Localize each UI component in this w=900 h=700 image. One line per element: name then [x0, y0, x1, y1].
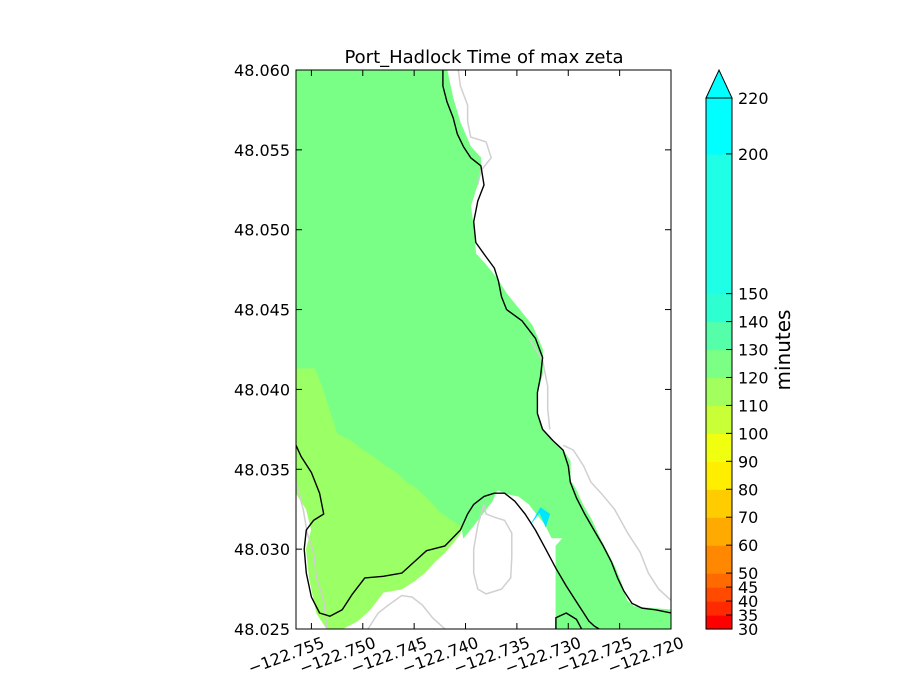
contour-line-1: [472, 504, 513, 595]
contour-line-0: [296, 481, 328, 629]
colorbar-tick-label-0: 30: [738, 620, 758, 639]
chart-title: Port_Hadlock Time of max zeta: [344, 47, 623, 68]
colorbar-label: minutes: [771, 310, 795, 391]
y-tick-label-0: 48.025: [234, 620, 290, 639]
colorbar-segment-11: [706, 349, 732, 379]
shoreline-2: [555, 612, 583, 629]
colorbar-segment-3: [706, 573, 732, 588]
y-tick-label-6: 48.055: [234, 141, 290, 160]
colorbar-tick-label-15: 200: [738, 145, 769, 164]
depth-contours: [296, 70, 671, 629]
y-tick-label-5: 48.050: [234, 221, 290, 240]
y-axis-ticks: 48.025 48.030 48.035 48.040 48.045 48.050 48.0…: [234, 61, 671, 639]
map-regions: [296, 70, 671, 629]
shoreline-0: [296, 445, 600, 629]
colorbar-segment-5: [706, 517, 732, 546]
y-tick-label-1: 48.030: [234, 540, 290, 559]
colorbar-segment-6: [706, 489, 732, 518]
colorbar-tick-label-10: 110: [738, 396, 769, 415]
colorbar-segment-4: [706, 545, 732, 574]
colorbar-frame: [705, 97, 733, 630]
y-tick-label-4: 48.045: [234, 301, 290, 320]
shoreline-1: [442, 70, 671, 614]
colorbar-segment-15: [706, 98, 732, 155]
colorbar-tick-label-4: 50: [738, 564, 758, 583]
region-2: [531, 507, 551, 528]
contour-line-4: [562, 444, 671, 601]
y-tick-label-7: 48.060: [234, 61, 290, 80]
contour-line-2: [367, 594, 446, 629]
colorbar-segment-9: [706, 405, 732, 434]
colorbar-tick-label-12: 130: [738, 341, 769, 360]
colorbar-segment-12: [706, 321, 732, 351]
colorbar-segment-8: [706, 433, 732, 462]
colorbar-tick-label-7: 80: [738, 480, 758, 499]
colorbar-segment-2: [706, 587, 732, 602]
y-tick-label-3: 48.040: [234, 380, 290, 399]
colorbar-segment-0: [706, 615, 732, 630]
contour-line-5: [528, 337, 551, 430]
colorbar-tick-label-1: 35: [738, 606, 758, 625]
colorbar-segment-14: [706, 153, 732, 295]
colorbar-tick-label-2: 40: [738, 592, 758, 611]
colorbar-tick-label-8: 90: [738, 452, 758, 471]
colorbar-segment-1: [706, 601, 732, 616]
colorbar-tick-label-3: 45: [738, 578, 758, 597]
shorelines: [296, 70, 671, 629]
contour-line-3: [457, 70, 493, 186]
y-tick-label-2: 48.035: [234, 460, 290, 479]
colorbar-segment-7: [706, 461, 732, 490]
colorbar-tick-label-9: 100: [738, 424, 769, 443]
region-1: [296, 368, 462, 629]
colorbar-tick-label-14: 150: [738, 285, 769, 304]
colorbar-segment-13: [706, 293, 732, 323]
colorbar-tick-label-16: 220: [738, 89, 769, 108]
colorbar-tick-label-11: 120: [738, 368, 769, 387]
colorbar-tick-label-13: 140: [738, 313, 769, 332]
colorbar-segment-10: [706, 377, 732, 407]
colorbar-tick-label-5: 60: [738, 536, 758, 555]
plot-frame: [295, 69, 672, 630]
colorbar-tick-label-6: 70: [738, 508, 758, 527]
